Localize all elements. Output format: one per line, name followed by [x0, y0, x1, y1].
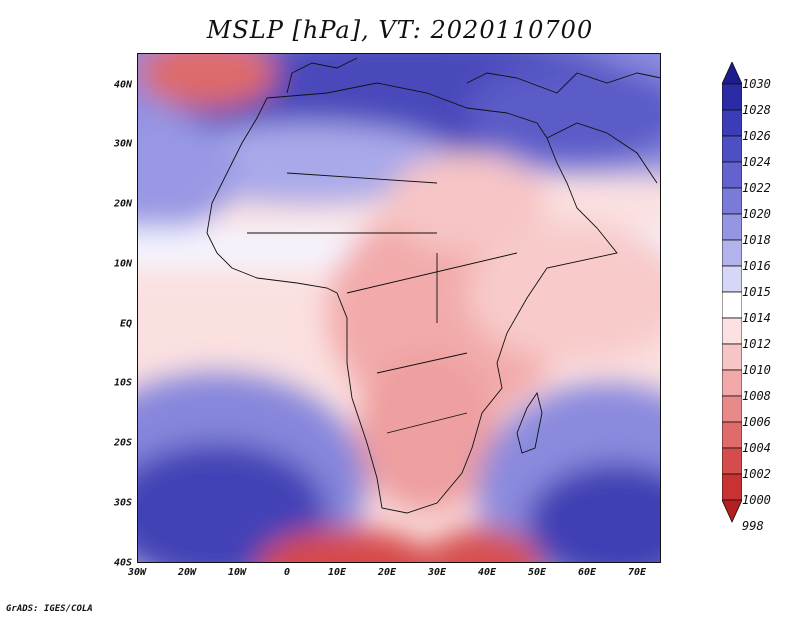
x-tick-label: 70E	[627, 567, 647, 578]
colorbar-cell	[722, 421, 742, 449]
colorbar-cell	[722, 187, 742, 215]
map-frame	[137, 53, 661, 563]
colorbar-cell	[722, 135, 742, 163]
colorbar-cell	[722, 317, 742, 345]
colorbar-cell	[722, 83, 742, 111]
colorbar-label: 1024	[742, 155, 771, 169]
x-tick-label: 10W	[227, 567, 247, 578]
colorbar-cell	[722, 343, 742, 371]
chart-title: MSLP [hPa], VT: 2020110700	[206, 16, 594, 44]
pressure-map	[137, 53, 661, 563]
colorbar-label: 1030	[742, 77, 771, 91]
y-tick-label: EQ	[119, 318, 132, 330]
colorbar-label: 1018	[742, 233, 771, 247]
credit-text: GrADS: IGES/COLA	[6, 604, 93, 614]
x-tick-label: 0	[283, 567, 291, 578]
colorbar-cell	[722, 447, 742, 475]
colorbar-label: 1020	[742, 207, 771, 221]
coastlines	[206, 57, 661, 514]
colorbar-label: 1010	[742, 363, 771, 377]
colorbar-top-arrow	[722, 62, 742, 85]
y-tick-label: 40N	[113, 79, 132, 91]
colorbar-label: 1002	[742, 467, 771, 481]
colorbar-cell	[722, 395, 742, 423]
colorbar	[722, 62, 742, 523]
colorbar-cell	[722, 239, 742, 267]
y-tick-label: 10N	[113, 258, 132, 270]
colorbar-bottom-arrow	[722, 499, 742, 523]
colorbar-cell	[722, 369, 742, 397]
colorbar-label: 1016	[742, 259, 771, 273]
colorbar-label: 998	[742, 519, 764, 533]
y-tick-label: 20N	[113, 198, 132, 210]
colorbar-cell	[722, 291, 742, 319]
x-tick-label: 30E	[427, 567, 447, 578]
colorbar-cell	[722, 473, 742, 501]
colorbar-label: 1008	[742, 389, 771, 403]
colorbar-cell	[722, 161, 742, 189]
y-tick-label: 30N	[113, 138, 132, 150]
x-tick-label: 20W	[177, 567, 197, 578]
colorbar-cell	[722, 213, 742, 241]
colorbar-label: 1028	[742, 103, 771, 117]
colorbar-label: 1006	[742, 415, 771, 429]
colorbar-label: 1022	[742, 181, 771, 195]
y-tick-label: 10S	[113, 377, 132, 389]
colorbar-label: 1012	[742, 337, 771, 351]
x-tick-label: 50E	[527, 567, 547, 578]
map-panel	[137, 53, 661, 563]
colorbar-cell	[722, 265, 742, 293]
colorbar-label: 1014	[742, 311, 771, 325]
y-tick-label: 30S	[113, 497, 132, 509]
x-tick-label: 20E	[377, 567, 397, 578]
x-tick-label: 60E	[577, 567, 597, 578]
colorbar-label: 1004	[742, 441, 771, 455]
x-tick-label: 40E	[477, 567, 497, 578]
y-tick-label: 20S	[113, 437, 132, 449]
colorbar-label: 1026	[742, 129, 771, 143]
colorbar-label: 1000	[742, 493, 771, 507]
colorbar-label: 1015	[742, 285, 771, 299]
colorbar-cell	[722, 109, 742, 137]
x-tick-label: 30W	[127, 567, 147, 578]
x-tick-label: 10E	[327, 567, 347, 578]
y-tick-label: 40S	[113, 557, 132, 569]
